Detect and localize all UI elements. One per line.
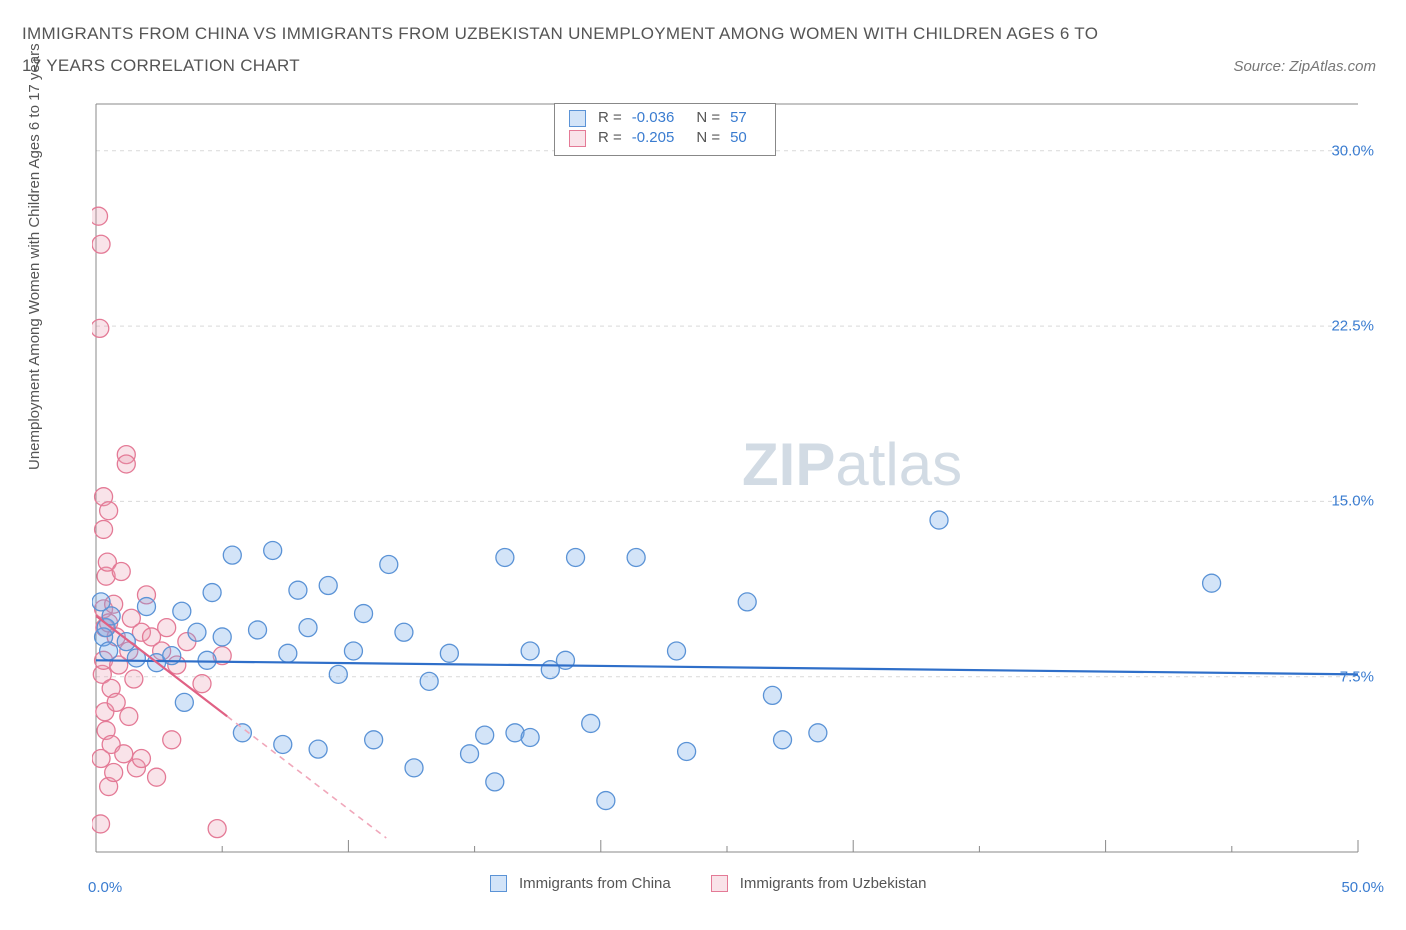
y-tick-label: 22.5%: [1331, 318, 1374, 335]
chart-area: Unemployment Among Women with Children A…: [60, 100, 1380, 890]
chart-title: IMMIGRANTS FROM CHINA VS IMMIGRANTS FROM…: [22, 18, 1122, 83]
stat-r-label: R =: [598, 128, 622, 148]
swatch-icon: [569, 110, 586, 127]
legend-item-china: Immigrants from China: [490, 875, 671, 892]
y-axis-label: Unemployment Among Women with Children A…: [26, 43, 43, 470]
stat-r-value: -0.205: [632, 128, 675, 148]
stat-r-value: -0.036: [632, 108, 675, 128]
stat-n-label: N =: [696, 108, 720, 128]
legend-item-uzbekistan: Immigrants from Uzbekistan: [711, 875, 927, 892]
swatch-icon: [490, 875, 507, 892]
y-tick-label: 7.5%: [1340, 668, 1374, 685]
x-origin-label: 0.0%: [88, 879, 122, 896]
stat-n-value: 50: [730, 128, 747, 148]
legend: Immigrants from China Immigrants from Uz…: [490, 875, 926, 892]
y-tick-label: 30.0%: [1331, 142, 1374, 159]
legend-label: Immigrants from Uzbekistan: [740, 875, 927, 892]
stat-n-value: 57: [730, 108, 747, 128]
swatch-icon: [569, 130, 586, 147]
stats-row-uzbekistan: R = -0.205 N = 50: [569, 128, 761, 148]
stat-r-label: R =: [598, 108, 622, 128]
stat-n-label: N =: [696, 128, 720, 148]
swatch-icon: [711, 875, 728, 892]
stats-box: R = -0.036 N = 57 R = -0.205 N = 50: [554, 103, 776, 156]
scatter-plot: ZIPatlas R = -0.036 N = 57 R = -0.205 N …: [92, 100, 1362, 870]
y-tick-label: 15.0%: [1331, 493, 1374, 510]
legend-label: Immigrants from China: [519, 875, 671, 892]
source-label: Source: ZipAtlas.com: [1233, 58, 1376, 75]
stats-row-china: R = -0.036 N = 57: [569, 108, 761, 128]
x-max-label: 50.0%: [1341, 879, 1384, 896]
